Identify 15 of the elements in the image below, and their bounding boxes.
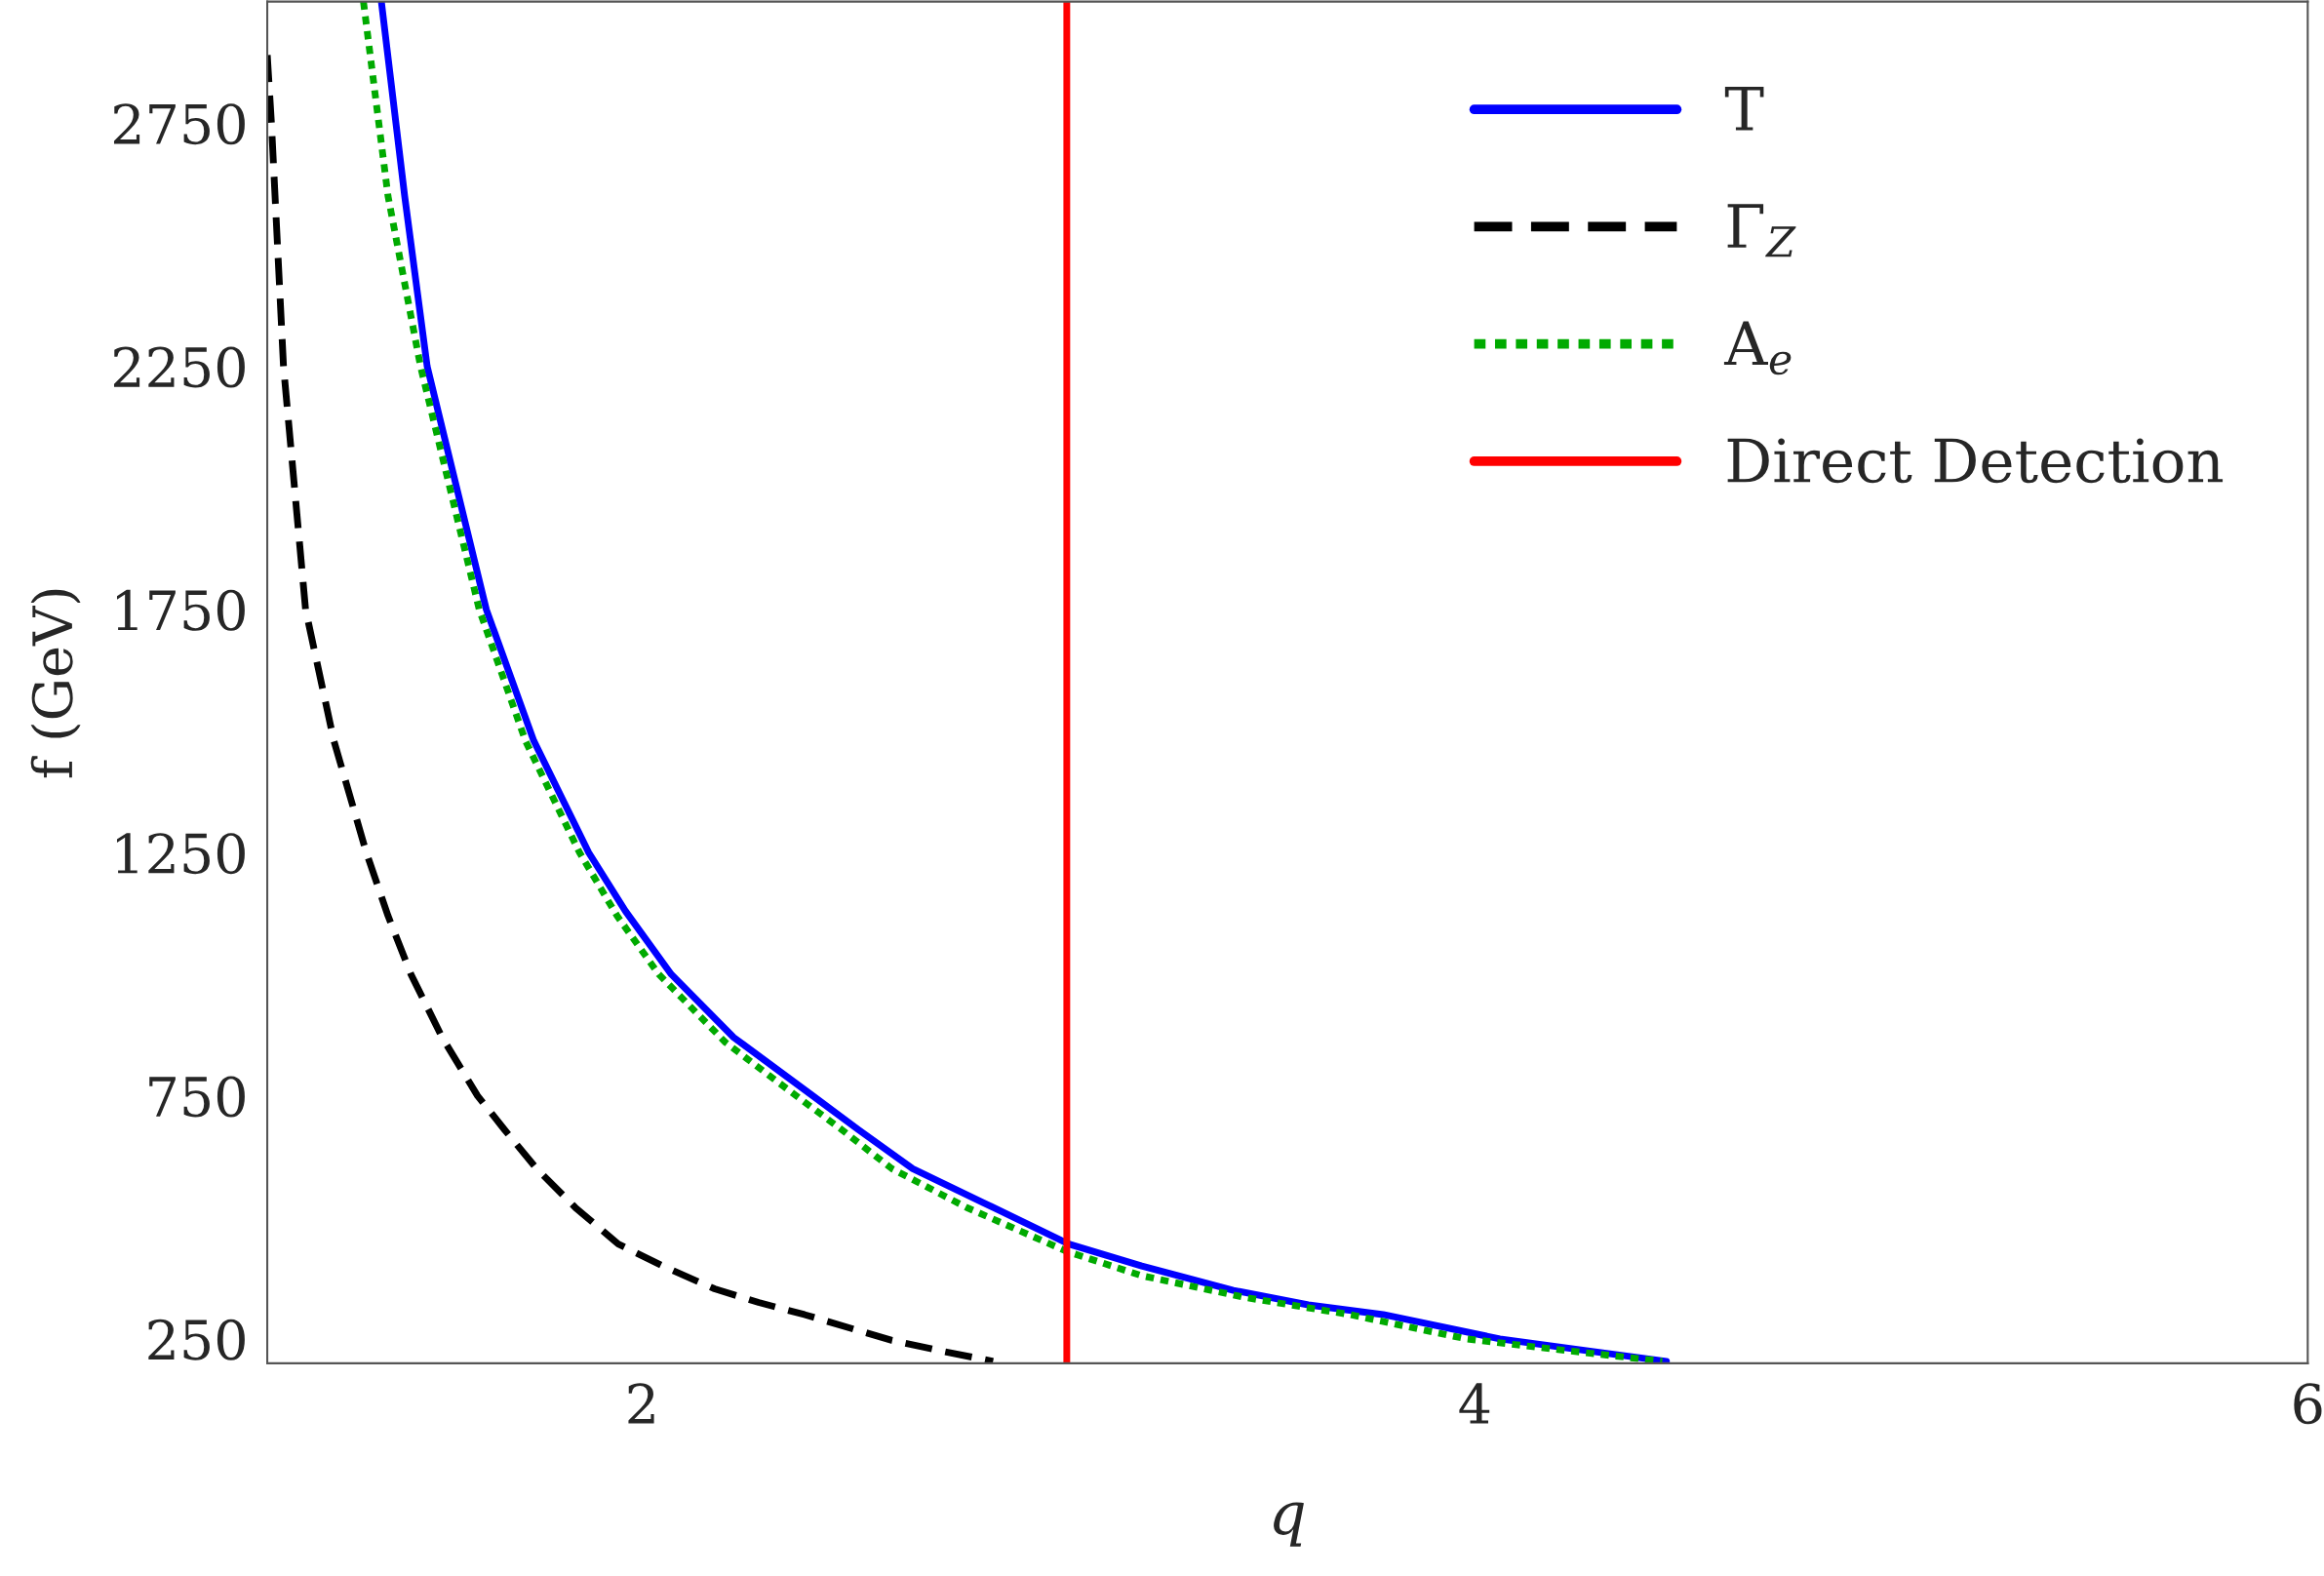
x-tick-label: 2 [628,1383,654,1424]
legend-label: Direct Detection [1727,438,2224,484]
y-tick-label: 250 [148,1319,245,1360]
y-tick-label: 2750 [113,103,245,145]
x-tick-label: 4 [1459,1383,1490,1424]
legend-label: Γ$_{Z}$ [1727,204,1796,257]
y-axis-title: f (GeV) [30,589,81,778]
x-axis-title: q [1274,1502,1304,1547]
y-tick-label: 2250 [113,346,245,388]
y-tick-label: 750 [149,1076,245,1118]
y-tick-label: 1750 [116,589,245,631]
y-tick-label: 1250 [116,833,245,875]
x-tick-label: 6 [2294,1383,2322,1425]
legend-label: T [1724,87,1764,131]
legend-label: A$_{e}$ [1723,321,1792,375]
